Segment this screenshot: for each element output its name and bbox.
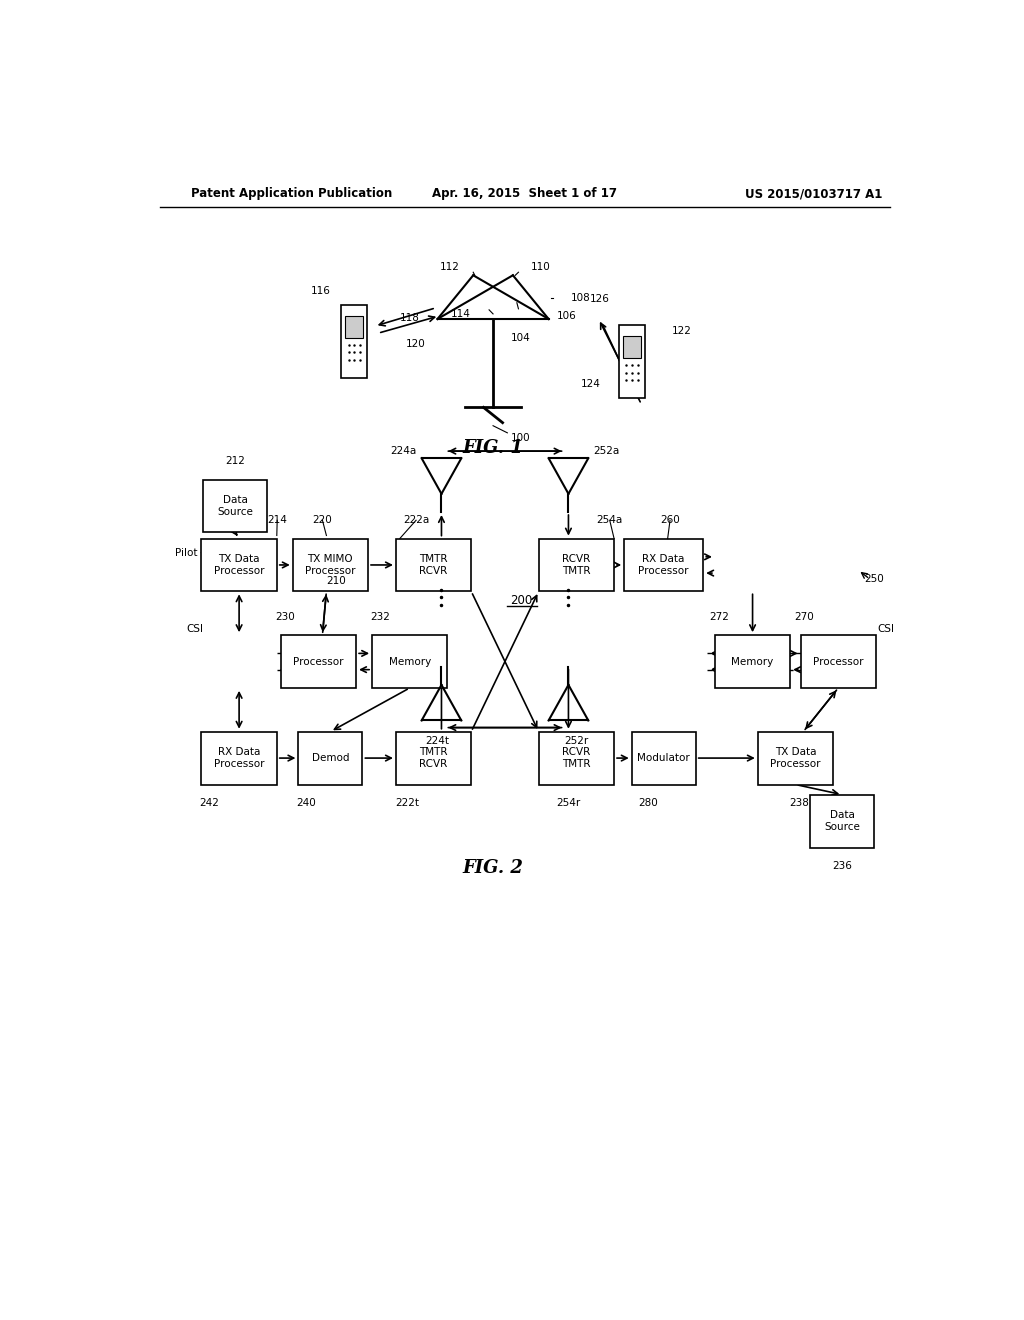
- Text: Pilot: Pilot: [175, 548, 198, 558]
- Text: 220: 220: [312, 515, 333, 525]
- FancyBboxPatch shape: [202, 539, 276, 591]
- Text: 104: 104: [511, 334, 530, 343]
- Text: 236: 236: [833, 861, 852, 871]
- FancyBboxPatch shape: [624, 539, 703, 591]
- FancyBboxPatch shape: [396, 539, 471, 591]
- FancyBboxPatch shape: [203, 479, 267, 532]
- Bar: [623, 337, 641, 358]
- Text: TMTR
RCVR: TMTR RCVR: [419, 554, 447, 576]
- Text: Data
Source: Data Source: [824, 810, 860, 832]
- Text: 106: 106: [557, 312, 577, 321]
- Text: 114: 114: [451, 309, 471, 319]
- Text: 126: 126: [590, 293, 610, 304]
- Text: 120: 120: [406, 339, 425, 350]
- FancyBboxPatch shape: [810, 795, 874, 847]
- FancyBboxPatch shape: [632, 731, 695, 784]
- Text: 122: 122: [672, 326, 691, 337]
- Text: 230: 230: [274, 611, 295, 622]
- Text: Modulator: Modulator: [637, 754, 690, 763]
- Text: 224a: 224a: [390, 446, 417, 457]
- Text: Data
Source: Data Source: [217, 495, 253, 517]
- Text: 212: 212: [225, 457, 245, 466]
- Bar: [345, 315, 364, 338]
- FancyBboxPatch shape: [715, 635, 791, 688]
- FancyBboxPatch shape: [539, 539, 614, 591]
- FancyBboxPatch shape: [372, 635, 447, 688]
- Text: 238: 238: [790, 797, 809, 808]
- Text: RX Data
Processor: RX Data Processor: [214, 747, 264, 768]
- Text: US 2015/0103717 A1: US 2015/0103717 A1: [744, 187, 882, 201]
- Text: 200: 200: [510, 594, 531, 607]
- Text: 116: 116: [311, 285, 331, 296]
- Text: Demod: Demod: [311, 754, 349, 763]
- FancyBboxPatch shape: [202, 731, 276, 784]
- Text: 260: 260: [660, 515, 680, 525]
- Text: 254a: 254a: [597, 515, 623, 525]
- Text: 118: 118: [399, 313, 420, 323]
- Text: FIG. 2: FIG. 2: [463, 859, 523, 876]
- FancyBboxPatch shape: [396, 731, 471, 784]
- Text: FIG. 1: FIG. 1: [463, 440, 523, 457]
- Text: 108: 108: [570, 293, 591, 302]
- Text: 254r: 254r: [556, 797, 581, 808]
- Text: Memory: Memory: [731, 656, 774, 667]
- FancyBboxPatch shape: [293, 539, 368, 591]
- Text: RX Data
Processor: RX Data Processor: [638, 554, 689, 576]
- Text: 270: 270: [795, 611, 814, 622]
- Text: RCVR
TMTR: RCVR TMTR: [562, 747, 591, 768]
- Text: 222t: 222t: [395, 797, 420, 808]
- Text: 100: 100: [511, 433, 530, 444]
- Text: CSI: CSI: [877, 624, 894, 634]
- Text: 124: 124: [581, 379, 601, 389]
- Text: 250: 250: [864, 574, 884, 585]
- Text: TX MIMO
Processor: TX MIMO Processor: [305, 554, 355, 576]
- Text: CSI: CSI: [186, 624, 204, 634]
- FancyBboxPatch shape: [758, 731, 834, 784]
- Text: TX Data
Processor: TX Data Processor: [214, 554, 264, 576]
- Text: Patent Application Publication: Patent Application Publication: [191, 187, 393, 201]
- Text: 252r: 252r: [564, 735, 589, 746]
- Text: Apr. 16, 2015  Sheet 1 of 17: Apr. 16, 2015 Sheet 1 of 17: [432, 187, 617, 201]
- Text: 110: 110: [531, 263, 551, 272]
- Text: 210: 210: [326, 577, 346, 586]
- Text: 222a: 222a: [403, 515, 429, 525]
- Text: 232: 232: [370, 611, 390, 622]
- Bar: [341, 305, 367, 378]
- FancyBboxPatch shape: [801, 635, 876, 688]
- Bar: [620, 325, 645, 399]
- FancyBboxPatch shape: [298, 731, 362, 784]
- Text: TX Data
Processor: TX Data Processor: [770, 747, 820, 768]
- Text: 240: 240: [296, 797, 316, 808]
- Text: Processor: Processor: [813, 656, 863, 667]
- Text: 252a: 252a: [594, 446, 620, 457]
- Text: 224t: 224t: [426, 735, 450, 746]
- FancyBboxPatch shape: [281, 635, 356, 688]
- Text: Memory: Memory: [388, 656, 431, 667]
- Text: 214: 214: [267, 515, 287, 525]
- Text: 112: 112: [440, 263, 460, 272]
- Text: TMTR
RCVR: TMTR RCVR: [419, 747, 447, 768]
- Text: 272: 272: [709, 611, 729, 622]
- Text: Processor: Processor: [293, 656, 344, 667]
- Text: 280: 280: [638, 797, 657, 808]
- Text: 242: 242: [200, 797, 219, 808]
- Text: RCVR
TMTR: RCVR TMTR: [562, 554, 591, 576]
- FancyBboxPatch shape: [539, 731, 614, 784]
